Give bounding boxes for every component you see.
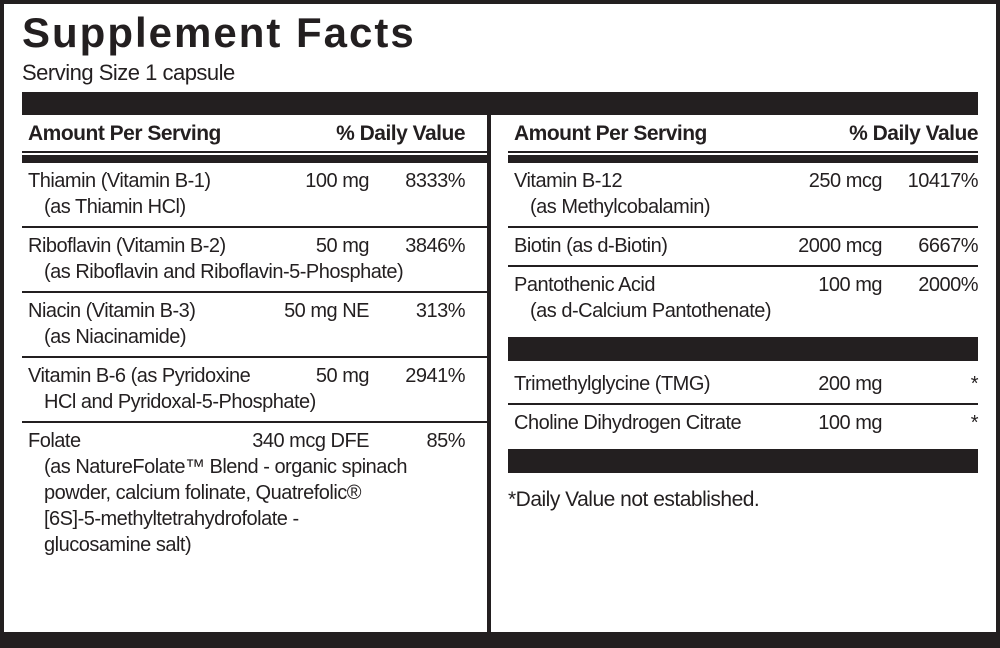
nutrient-form: (as NatureFolate™ Blend - organic spinac… bbox=[44, 456, 408, 556]
nutrient-main-line: Trimethylglycine (TMG) 200 mg * bbox=[514, 371, 979, 397]
nutrient-form: HCl and Pyridoxal-5-Phosphate) bbox=[44, 391, 316, 413]
facts-column-left: Amount Per Serving % Daily Value Thiamin (… bbox=[22, 115, 487, 632]
nutrient-daily-value: * bbox=[970, 373, 979, 395]
nutrient-form: (as Niacinamide) bbox=[44, 326, 187, 348]
page-title: Supplement Facts bbox=[22, 9, 416, 56]
nutrient-main-line: Niacin (Vitamin B-3) 50 mg NE 313% bbox=[28, 298, 466, 324]
nutrient-main-line: Folate 340 mcg DFE 85% bbox=[28, 428, 466, 454]
header-underline-bar bbox=[22, 155, 487, 163]
nutrient-row: Trimethylglycine (TMG) 200 mg * bbox=[508, 366, 979, 403]
nutrient-daily-value: 2941% bbox=[405, 365, 465, 387]
nutrient-amount: 50 mg NE bbox=[284, 300, 369, 322]
nutrient-row: Thiamin (Vitamin B-1) 100 mg 8333% (as Thia… bbox=[22, 163, 487, 226]
nutrient-main-line: Riboflavin (Vitamin B-2) 50 mg 3846% bbox=[28, 233, 466, 259]
nutrient-row: Vitamin B-6 (as Pyridoxine 50 mg 2941% HCl … bbox=[22, 356, 487, 421]
nutrient-amount: 100 mg bbox=[818, 274, 882, 296]
nutrient-amount: 100 mg bbox=[305, 170, 369, 192]
nutrient-amount: 200 mg bbox=[818, 373, 882, 395]
nutrient-amount: 50 mg bbox=[315, 235, 370, 257]
bottom-separator-bar bbox=[4, 632, 996, 644]
nutrient-amount: 2000 mcg bbox=[798, 235, 882, 257]
nutrient-daily-value: 2000% bbox=[918, 274, 978, 296]
nutrient-main-line: Vitamin B-6 (as Pyridoxine 50 mg 2941% bbox=[28, 363, 466, 389]
nutrient-form: (as Thiamin HCl) bbox=[44, 196, 186, 218]
daily-value-header: % Daily Value bbox=[336, 122, 465, 145]
nutrient-form: (as Methylcobalamin) bbox=[530, 196, 711, 218]
facts-column-right: Amount Per Serving % Daily Value Vitamin B… bbox=[491, 115, 979, 632]
nutrient-name: Choline Dihydrogen Citrate bbox=[514, 412, 742, 434]
nutrient-daily-value: 313% bbox=[415, 300, 466, 322]
nutrient-row: Pantothenic Acid 100 mg 2000% (as d-Calcium… bbox=[508, 265, 979, 330]
nutrient-name: Biotin (as d-Biotin) bbox=[514, 235, 668, 257]
nutrient-daily-value: 8333% bbox=[405, 170, 465, 192]
nutrient-daily-value: * bbox=[970, 412, 979, 434]
nutrient-daily-value: 10417% bbox=[907, 170, 979, 192]
header-underline-bar bbox=[508, 155, 978, 163]
amount-per-serving-header: Amount Per Serving bbox=[514, 122, 707, 145]
separator-bar bbox=[508, 449, 978, 473]
daily-value-footnote: *Daily Value not established. bbox=[508, 488, 760, 511]
nutrient-main-line: Biotin (as d-Biotin) 2000 mcg 6667% bbox=[514, 233, 979, 259]
separator-bar bbox=[508, 337, 978, 361]
daily-value-header: % Daily Value bbox=[849, 122, 978, 145]
nutrient-row: Biotin (as d-Biotin) 2000 mcg 6667% bbox=[508, 226, 979, 265]
nutrient-name: Vitamin B-12 bbox=[514, 170, 623, 192]
nutrient-amount: 100 mg bbox=[818, 412, 882, 434]
nutrient-amount: 340 mcg DFE bbox=[252, 430, 369, 452]
nutrient-main-line: Choline Dihydrogen Citrate 100 mg * bbox=[514, 410, 979, 436]
nutrient-row: Choline Dihydrogen Citrate 100 mg * bbox=[508, 403, 979, 442]
nutrient-row: Folate 340 mcg DFE 85% (as NatureFolate™ Bl… bbox=[22, 421, 487, 564]
nutrient-main-line: Pantothenic Acid 100 mg 2000% bbox=[514, 272, 979, 298]
serving-size-text: Serving Size 1 capsule bbox=[22, 60, 235, 85]
nutrient-amount: 250 mcg bbox=[808, 170, 883, 192]
nutrient-name: Pantothenic Acid bbox=[514, 274, 656, 296]
nutrient-main-line: Thiamin (Vitamin B-1) 100 mg 8333% bbox=[28, 168, 466, 194]
nutrient-row: Niacin (Vitamin B-3) 50 mg NE 313% (as Niac… bbox=[22, 291, 487, 356]
label-header: Supplement Facts Serving Size 1 capsule bbox=[4, 4, 996, 86]
nutrient-daily-value: 3846% bbox=[405, 235, 465, 257]
nutrient-amount: 50 mg bbox=[315, 365, 370, 387]
column-header: Amount Per Serving % Daily Value bbox=[22, 115, 487, 153]
thick-separator-bar bbox=[22, 92, 978, 115]
nutrient-name: Thiamin (Vitamin B-1) bbox=[28, 170, 211, 192]
column-header: Amount Per Serving % Daily Value bbox=[508, 115, 978, 153]
nutrient-row: Vitamin B-12 250 mcg 10417% (as Methylcobal… bbox=[508, 163, 979, 226]
nutrient-name: Trimethylglycine (TMG) bbox=[514, 373, 711, 395]
amount-per-serving-header: Amount Per Serving bbox=[28, 122, 221, 145]
nutrient-name: Riboflavin (Vitamin B-2) bbox=[28, 235, 226, 257]
nutrient-daily-value: 85% bbox=[426, 430, 465, 452]
nutrient-name: Folate bbox=[28, 430, 81, 452]
nutrient-form: (as Riboflavin and Riboflavin-5-Phosphat… bbox=[44, 261, 404, 283]
nutrient-main-line: Vitamin B-12 250 mcg 10417% bbox=[514, 168, 979, 194]
nutrient-daily-value: 6667% bbox=[918, 235, 978, 257]
facts-columns: Amount Per Serving % Daily Value Thiamin (… bbox=[22, 115, 979, 632]
nutrient-form: (as d-Calcium Pantothenate) bbox=[530, 300, 772, 322]
nutrient-row: Riboflavin (Vitamin B-2) 50 mg 3846% (as Ri… bbox=[22, 226, 487, 291]
nutrient-name: Niacin (Vitamin B-3) bbox=[28, 300, 196, 322]
nutrient-name: Vitamin B-6 (as Pyridoxine bbox=[28, 365, 251, 387]
column-divider bbox=[487, 115, 491, 632]
